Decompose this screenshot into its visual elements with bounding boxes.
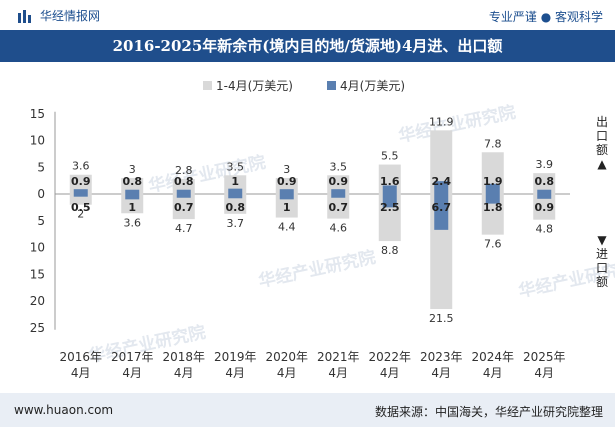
import-axis-label: ▼进口额 bbox=[595, 233, 608, 289]
x-tick-label: 2020年 4月 bbox=[265, 350, 308, 380]
data-label-export-cumulative: 3.5 bbox=[330, 160, 348, 173]
data-label-export-cumulative: 11.9 bbox=[429, 115, 454, 128]
x-tick-label: 2018年 4月 bbox=[162, 350, 205, 380]
x-tick-label: 2021年 4月 bbox=[317, 350, 360, 380]
x-tick-label: 2016年 4月 bbox=[59, 350, 102, 380]
data-label-import-cumulative: 2 bbox=[77, 208, 84, 221]
x-tick-label: 2025年 4月 bbox=[523, 350, 566, 380]
data-label-import-monthly: 6.7 bbox=[432, 201, 452, 214]
data-label-import-monthly: 2.5 bbox=[380, 201, 400, 214]
data-label-import-cumulative: 7.6 bbox=[484, 238, 502, 251]
legend-label-cumulative: 1-4月(万美元) bbox=[216, 79, 293, 93]
data-label-export-cumulative: 2.8 bbox=[175, 164, 193, 177]
bar-monthly bbox=[228, 188, 243, 199]
y-tick-label: 20 bbox=[30, 294, 45, 308]
y-tick-label: 15 bbox=[30, 267, 45, 281]
data-label-import-monthly: 0.7 bbox=[329, 201, 349, 214]
data-label-export-cumulative: 3.5 bbox=[227, 160, 245, 173]
footer-site: www.huaon.com bbox=[14, 403, 114, 417]
bar-monthly bbox=[331, 189, 346, 198]
top-bar: 华经情报网 专业严谨 ● 客观科学 bbox=[0, 0, 615, 30]
data-label-import-cumulative: 3.6 bbox=[124, 216, 142, 229]
bar-monthly bbox=[176, 189, 191, 198]
y-tick-label: 5 bbox=[37, 160, 45, 174]
brand: 华经情报网 bbox=[18, 7, 100, 24]
legend-swatch-cumulative bbox=[203, 81, 212, 90]
bar-monthly bbox=[279, 189, 294, 200]
watermark-text: 华经产业研究院 bbox=[257, 247, 378, 292]
data-label-import-cumulative: 21.5 bbox=[429, 312, 454, 325]
bar-monthly bbox=[382, 185, 397, 208]
data-label-export-monthly: 0.9 bbox=[71, 175, 91, 188]
data-label-import-cumulative: 4.7 bbox=[175, 222, 193, 235]
export-axis-label: 出口额▲ bbox=[595, 115, 608, 171]
bar-cumulative bbox=[172, 179, 195, 220]
y-tick-label: 10 bbox=[30, 241, 45, 255]
x-tick-label: 2017年 4月 bbox=[111, 350, 154, 380]
bar-monthly bbox=[537, 189, 552, 199]
x-tick-label: 2023年 4月 bbox=[420, 350, 463, 380]
data-label-export-monthly: 1.6 bbox=[380, 175, 400, 188]
title-bar: 2016-2025年新余市(境内目的地/货源地)4月进、出口额 bbox=[0, 30, 615, 62]
data-label-export-monthly: 1 bbox=[231, 175, 239, 188]
footer-source: 数据来源：中国海关，华经产业研究院整理 bbox=[374, 405, 603, 419]
data-label-export-monthly: 1.9 bbox=[483, 175, 503, 188]
data-label-import-monthly: 0.5 bbox=[71, 201, 91, 214]
data-label-export-cumulative: 3.6 bbox=[72, 160, 90, 173]
data-label-import-monthly: 0.9 bbox=[535, 201, 555, 214]
data-label-import-cumulative: 4.6 bbox=[330, 222, 348, 235]
chart-title: 2016-2025年新余市(境内目的地/货源地)4月进、出口额 bbox=[112, 37, 503, 55]
bar-monthly bbox=[125, 189, 140, 200]
data-label-export-monthly: 0.9 bbox=[277, 175, 297, 188]
data-label-import-monthly: 1 bbox=[283, 201, 291, 214]
data-label-export-cumulative: 3 bbox=[129, 163, 136, 176]
footer-bar: www.huaon.com 数据来源：中国海关，华经产业研究院整理 bbox=[0, 393, 615, 427]
data-label-export-cumulative: 5.5 bbox=[381, 150, 399, 163]
data-label-import-cumulative: 4.4 bbox=[278, 221, 296, 234]
brand-logo-icon bbox=[18, 9, 31, 23]
bar-monthly bbox=[485, 183, 500, 204]
data-label-export-monthly: 0.8 bbox=[123, 175, 143, 188]
data-label-export-cumulative: 7.8 bbox=[484, 137, 502, 150]
brand-name: 华经情报网 bbox=[40, 9, 101, 23]
data-label-import-cumulative: 8.8 bbox=[381, 244, 399, 257]
data-label-import-monthly: 0.7 bbox=[174, 201, 194, 214]
data-label-import-cumulative: 4.8 bbox=[536, 223, 554, 236]
x-tick-label: 2024年 4月 bbox=[471, 350, 514, 380]
x-tick-label: 2022年 4月 bbox=[368, 350, 411, 380]
data-label-export-cumulative: 3.9 bbox=[536, 158, 554, 171]
data-label-export-cumulative: 3 bbox=[283, 163, 290, 176]
y-tick-label: 10 bbox=[30, 134, 45, 148]
data-label-export-monthly: 0.8 bbox=[174, 175, 194, 188]
data-label-import-monthly: 1.8 bbox=[483, 201, 503, 214]
x-tick-label: 2019年 4月 bbox=[214, 350, 257, 380]
y-tick-label: 0 bbox=[37, 187, 45, 201]
bar-monthly bbox=[73, 189, 88, 197]
legend-label-monthly: 4月(万美元) bbox=[340, 79, 405, 93]
data-label-import-cumulative: 3.7 bbox=[227, 217, 245, 230]
watermark-text: 华经产业研究院 bbox=[147, 152, 268, 197]
data-label-import-monthly: 1 bbox=[128, 201, 136, 214]
tagline: 专业严谨 ● 客观科学 bbox=[488, 10, 603, 24]
data-label-export-monthly: 0.9 bbox=[329, 175, 349, 188]
y-tick-label: 15 bbox=[30, 107, 45, 121]
data-label-export-monthly: 0.8 bbox=[535, 175, 555, 188]
legend-swatch-monthly bbox=[327, 81, 336, 90]
bar-monthly bbox=[434, 181, 449, 230]
data-label-import-monthly: 0.8 bbox=[226, 201, 246, 214]
data-label-export-monthly: 2.4 bbox=[432, 175, 452, 188]
y-tick-label: 5 bbox=[37, 214, 45, 228]
y-tick-label: 25 bbox=[30, 321, 45, 335]
